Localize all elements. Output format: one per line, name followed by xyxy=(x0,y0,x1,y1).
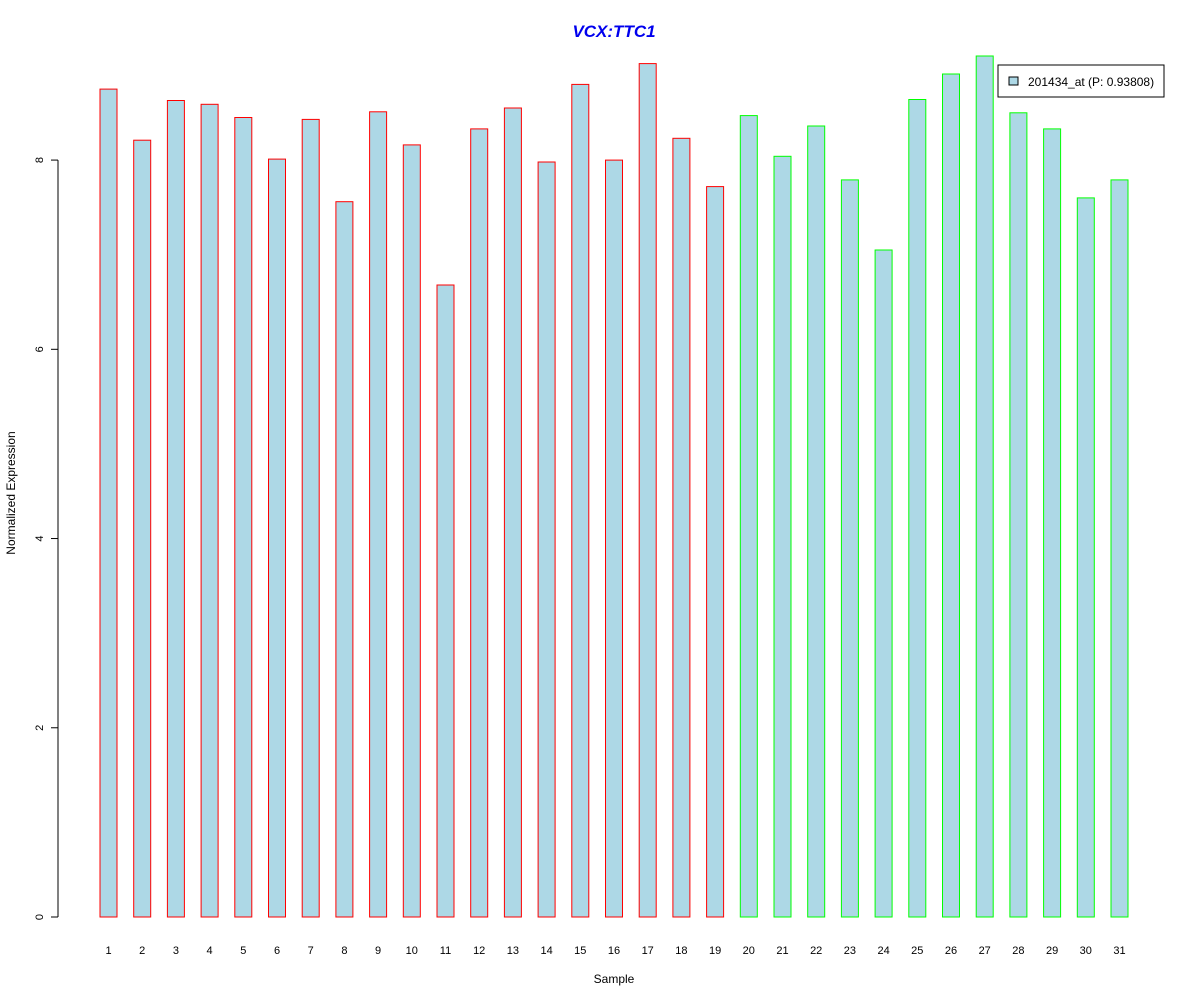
x-tick-label-14: 14 xyxy=(540,945,552,957)
x-tick-label-6: 6 xyxy=(274,945,280,957)
y-tick-label-0: 0 xyxy=(34,914,46,920)
bar-sample-12 xyxy=(470,128,489,918)
x-tick-label-27: 27 xyxy=(979,945,991,957)
bar-sample-11 xyxy=(436,284,455,918)
x-tick-label-4: 4 xyxy=(207,945,213,957)
legend-box xyxy=(997,64,1165,98)
x-tick-label-1: 1 xyxy=(105,945,111,957)
x-tick-label-13: 13 xyxy=(507,945,519,957)
bar-sample-14 xyxy=(537,161,556,918)
bar-sample-7 xyxy=(301,118,320,918)
bar-sample-16 xyxy=(605,159,623,918)
y-tick-label-4: 4 xyxy=(34,535,46,541)
bar-sample-3 xyxy=(166,100,185,918)
x-tick-label-22: 22 xyxy=(810,945,822,957)
y-tick-label-8: 8 xyxy=(34,157,46,163)
x-tick-label-20: 20 xyxy=(743,945,755,957)
bar-sample-2 xyxy=(133,139,152,918)
bar-sample-29 xyxy=(1043,128,1062,918)
bar-sample-9 xyxy=(369,111,388,918)
bar-sample-1 xyxy=(99,88,118,918)
x-tick-label-18: 18 xyxy=(675,945,687,957)
x-axis-labels: 1 2 3 4 5 6 7 8 9 10 11 12 13 14 15 16 17 18 19 20 21 22 23 24 2… xyxy=(105,945,1125,957)
bar-sample-31 xyxy=(1110,179,1129,918)
x-tick-label-12: 12 xyxy=(473,945,485,957)
y-axis: 0 2 4 6 8 xyxy=(34,157,59,920)
x-tick-label-16: 16 xyxy=(608,945,620,957)
legend-swatch xyxy=(1008,76,1019,86)
bars-group xyxy=(99,55,1129,918)
x-tick-label-15: 15 xyxy=(574,945,586,957)
x-tick-label-19: 19 xyxy=(709,945,721,957)
legend: 201434_at (P: 0.93808) xyxy=(997,64,1165,98)
x-tick-label-8: 8 xyxy=(341,945,347,957)
x-tick-label-25: 25 xyxy=(911,945,923,957)
chart-title: VCX:TTC1 xyxy=(572,22,655,41)
x-tick-label-28: 28 xyxy=(1012,945,1024,957)
bar-sample-6 xyxy=(268,158,286,918)
y-tick-label-6: 6 xyxy=(34,346,46,352)
bar-sample-26 xyxy=(942,73,960,918)
y-tick-label-2: 2 xyxy=(34,725,46,731)
bar-sample-22 xyxy=(807,125,826,918)
bar-sample-25 xyxy=(908,99,927,918)
x-tick-label-11: 11 xyxy=(440,945,451,957)
x-tick-label-24: 24 xyxy=(877,945,889,957)
legend-label: 201434_at (P: 0.93808) xyxy=(1028,75,1154,89)
x-tick-label-17: 17 xyxy=(642,945,654,957)
bar-sample-19 xyxy=(706,186,725,918)
x-tick-label-30: 30 xyxy=(1080,945,1092,957)
x-tick-label-9: 9 xyxy=(375,945,381,957)
bar-sample-20 xyxy=(739,115,758,918)
x-tick-label-31: 31 xyxy=(1113,945,1125,957)
bar-sample-28 xyxy=(1009,112,1028,918)
bar-sample-18 xyxy=(672,137,691,918)
bar-sample-8 xyxy=(335,201,354,918)
x-tick-label-3: 3 xyxy=(173,945,179,957)
bar-sample-5 xyxy=(234,117,253,918)
x-tick-label-2: 2 xyxy=(139,945,145,957)
x-tick-label-23: 23 xyxy=(844,945,856,957)
x-tick-label-5: 5 xyxy=(240,945,246,957)
bar-sample-23 xyxy=(840,179,859,918)
x-tick-label-26: 26 xyxy=(945,945,957,957)
x-tick-label-21: 21 xyxy=(776,945,788,957)
bar-sample-21 xyxy=(773,155,792,918)
bar-sample-4 xyxy=(200,103,219,918)
bar-sample-17 xyxy=(638,63,657,918)
bar-sample-15 xyxy=(571,83,590,918)
x-tick-label-10: 10 xyxy=(406,945,418,957)
bar-sample-10 xyxy=(402,144,421,918)
x-tick-label-29: 29 xyxy=(1046,945,1058,957)
bar-sample-13 xyxy=(503,107,522,918)
y-axis-title: Normalized Expression xyxy=(4,431,18,554)
bar-sample-24 xyxy=(874,249,893,918)
bar-sample-27 xyxy=(975,55,994,918)
x-axis-title: Sample xyxy=(594,972,635,986)
bar-sample-30 xyxy=(1076,197,1095,918)
x-tick-label-7: 7 xyxy=(308,945,314,957)
